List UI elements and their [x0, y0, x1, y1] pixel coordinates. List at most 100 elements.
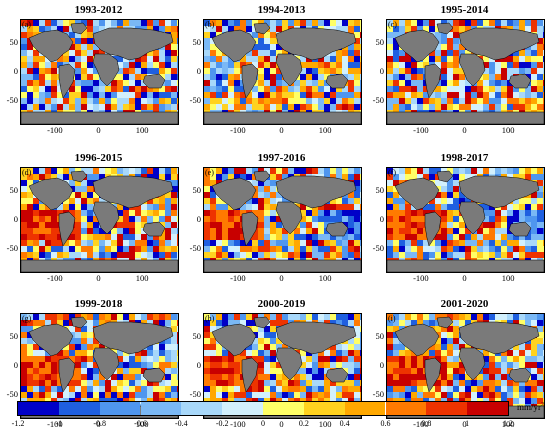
land-mass — [325, 221, 349, 237]
trend-cell — [441, 198, 447, 204]
trend-cell — [87, 174, 93, 180]
trend-cell — [21, 56, 27, 62]
trend-cell — [93, 26, 99, 32]
trend-cell — [429, 50, 435, 56]
trend-cell — [360, 338, 361, 344]
trend-cell — [45, 210, 51, 216]
trend-cell — [336, 92, 342, 98]
trend-cell — [405, 368, 411, 374]
trend-cell — [87, 356, 93, 362]
trend-cell — [105, 104, 111, 110]
trend-cell — [246, 20, 252, 26]
trend-cell — [228, 98, 234, 104]
trend-cell — [210, 326, 216, 332]
trend-cell — [165, 74, 171, 80]
trend-cell — [264, 326, 270, 332]
trend-cell — [312, 20, 318, 26]
trend-cell — [519, 98, 525, 104]
trend-cell — [147, 234, 153, 240]
trend-cell — [447, 252, 453, 258]
trend-cell — [387, 216, 393, 222]
sea-level-trend-map — [386, 167, 545, 273]
trend-cell — [129, 86, 135, 92]
trend-cell — [282, 380, 288, 386]
trend-cell — [543, 350, 544, 356]
trend-cell — [129, 374, 135, 380]
trend-cell — [435, 192, 441, 198]
trend-cell — [501, 356, 507, 362]
trend-cell — [210, 320, 216, 326]
trend-cell — [33, 368, 39, 374]
trend-cell — [435, 314, 441, 320]
trend-cell — [483, 168, 489, 174]
trend-cell — [270, 26, 276, 32]
trend-cell — [177, 80, 178, 86]
trend-cell — [336, 104, 342, 110]
x-tick-label: 0 — [279, 125, 284, 135]
trend-cell — [270, 374, 276, 380]
trend-cell — [57, 314, 63, 320]
trend-cell — [264, 56, 270, 62]
trend-cell — [513, 314, 519, 320]
trend-cell — [51, 74, 57, 80]
trend-cell — [276, 50, 282, 56]
trend-cell — [204, 320, 210, 326]
trend-cell — [525, 216, 531, 222]
trend-cell — [429, 314, 435, 320]
trend-cell — [39, 80, 45, 86]
trend-cell — [129, 362, 135, 368]
trend-cell — [129, 392, 135, 398]
trend-cell — [336, 98, 342, 104]
trend-cell — [501, 80, 507, 86]
trend-cell — [459, 392, 465, 398]
trend-cell — [435, 50, 441, 56]
trend-cell — [525, 92, 531, 98]
trend-cell — [21, 326, 27, 332]
trend-cell — [99, 98, 105, 104]
trend-cell — [306, 86, 312, 92]
trend-cell — [399, 62, 405, 68]
trend-cell — [465, 344, 471, 350]
trend-cell — [222, 228, 228, 234]
trend-cell — [360, 210, 361, 216]
trend-cell — [336, 344, 342, 350]
trend-cell — [453, 180, 459, 186]
trend-cell — [348, 80, 354, 86]
trend-cell — [264, 344, 270, 350]
trend-cell — [21, 44, 27, 50]
trend-cell — [342, 246, 348, 252]
x-tick-label: 0 — [462, 273, 467, 283]
trend-cell — [69, 198, 75, 204]
trend-cell — [300, 234, 306, 240]
trend-cell — [342, 386, 348, 392]
trend-cell — [210, 56, 216, 62]
trend-cell — [258, 374, 264, 380]
trend-cell — [300, 68, 306, 74]
trend-cell — [276, 68, 282, 74]
trend-cell — [348, 320, 354, 326]
trend-cell — [447, 246, 453, 252]
trend-cell — [330, 86, 336, 92]
trend-cell — [312, 86, 318, 92]
trend-cell — [258, 332, 264, 338]
colorbar-tick-label: 0.8 — [421, 419, 432, 428]
trend-cell — [525, 252, 531, 258]
trend-cell — [300, 386, 306, 392]
trend-cell — [447, 38, 453, 44]
trend-cell — [489, 392, 495, 398]
trend-cell — [399, 380, 405, 386]
trend-cell — [393, 332, 399, 338]
colorbar-tick-label: -0.2 — [215, 419, 229, 428]
trend-cell — [543, 240, 544, 246]
trend-cell — [288, 92, 294, 98]
trend-cell — [69, 86, 75, 92]
trend-cell — [282, 198, 288, 204]
trend-cell — [489, 68, 495, 74]
trend-cell — [270, 338, 276, 344]
trend-cell — [204, 240, 210, 246]
trend-cell — [483, 356, 489, 362]
trend-cell — [246, 386, 252, 392]
trend-cell — [222, 74, 228, 80]
trend-cell — [330, 344, 336, 350]
colorbar-tick-label: 0 — [261, 419, 265, 428]
